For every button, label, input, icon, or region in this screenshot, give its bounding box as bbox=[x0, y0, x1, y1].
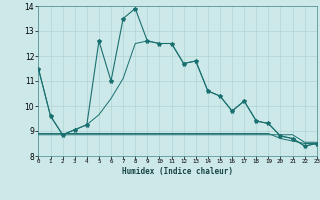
X-axis label: Humidex (Indice chaleur): Humidex (Indice chaleur) bbox=[122, 167, 233, 176]
